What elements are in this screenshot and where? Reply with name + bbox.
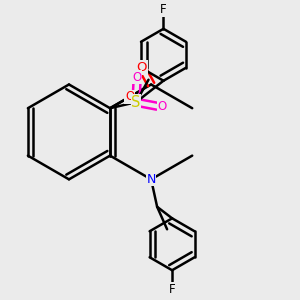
Text: O: O bbox=[132, 71, 142, 84]
Text: S: S bbox=[131, 95, 141, 110]
Text: N: N bbox=[146, 173, 156, 186]
Text: O: O bbox=[158, 100, 166, 113]
Text: F: F bbox=[160, 3, 167, 16]
Text: O: O bbox=[136, 61, 147, 74]
Text: O: O bbox=[125, 91, 134, 103]
Text: F: F bbox=[169, 283, 175, 296]
